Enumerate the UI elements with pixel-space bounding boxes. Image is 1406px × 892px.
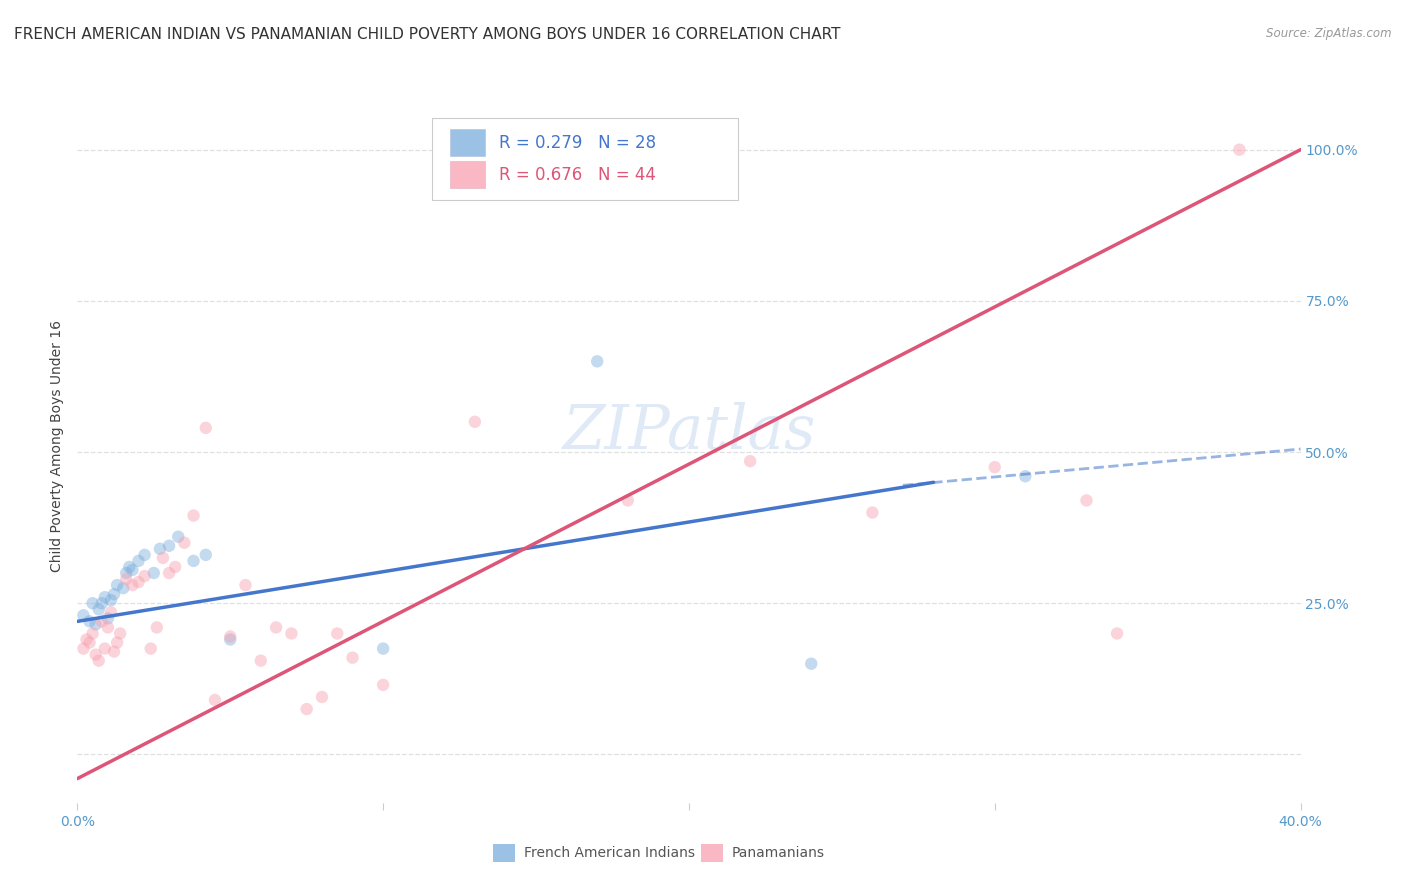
FancyBboxPatch shape [702, 844, 723, 862]
Text: Source: ZipAtlas.com: Source: ZipAtlas.com [1267, 27, 1392, 40]
FancyBboxPatch shape [494, 844, 515, 862]
Point [128, 554, 150, 568]
Point [280, 626, 302, 640]
Point [72, 641, 94, 656]
Point [76, 632, 98, 647]
Point [1107, 626, 1129, 640]
Point [295, 702, 318, 716]
Point [128, 575, 150, 590]
Point [97, 620, 120, 634]
Point [740, 454, 762, 468]
Point [194, 421, 217, 435]
Point [157, 539, 180, 553]
Point [586, 354, 609, 368]
Point [617, 493, 640, 508]
Point [862, 506, 884, 520]
Point [157, 566, 180, 580]
Point [72, 608, 94, 623]
Point [97, 611, 120, 625]
Point [134, 548, 156, 562]
Text: ZIPatlas: ZIPatlas [562, 401, 815, 462]
Point [149, 541, 172, 556]
Point [82, 626, 104, 640]
Y-axis label: Child Poverty Among Boys Under 16: Child Poverty Among Boys Under 16 [51, 320, 65, 572]
Point [264, 620, 287, 634]
Point [139, 641, 162, 656]
Point [1229, 143, 1251, 157]
Point [984, 460, 1007, 475]
Point [204, 693, 226, 707]
Point [82, 596, 104, 610]
Point [90, 615, 112, 629]
Point [105, 578, 128, 592]
Point [167, 530, 190, 544]
Point [121, 563, 143, 577]
FancyBboxPatch shape [450, 161, 485, 188]
Point [115, 572, 138, 586]
Point [142, 566, 165, 580]
Point [100, 593, 122, 607]
Point [118, 560, 141, 574]
FancyBboxPatch shape [432, 118, 738, 200]
Point [173, 535, 195, 549]
Point [100, 605, 122, 619]
Point [219, 630, 242, 644]
Point [371, 678, 394, 692]
Point [326, 626, 349, 640]
Point [134, 569, 156, 583]
FancyBboxPatch shape [450, 129, 485, 156]
Point [250, 654, 273, 668]
Point [87, 654, 110, 668]
Point [235, 578, 257, 592]
Text: Panamanians: Panamanians [731, 846, 825, 860]
Point [371, 641, 394, 656]
Point [115, 566, 138, 580]
Point [105, 635, 128, 649]
Point [311, 690, 333, 704]
Point [800, 657, 823, 671]
Point [152, 550, 174, 565]
Point [79, 635, 101, 649]
Point [146, 620, 169, 634]
Point [84, 617, 107, 632]
Text: French American Indians: French American Indians [524, 846, 695, 860]
Point [194, 548, 217, 562]
Point [1076, 493, 1098, 508]
Text: R = 0.676   N = 44: R = 0.676 N = 44 [499, 166, 657, 184]
Point [219, 632, 242, 647]
Point [112, 581, 135, 595]
Point [183, 508, 205, 523]
Point [342, 650, 364, 665]
Point [121, 578, 143, 592]
Text: R = 0.279   N = 28: R = 0.279 N = 28 [499, 134, 657, 152]
Point [183, 554, 205, 568]
Point [103, 587, 125, 601]
Point [464, 415, 486, 429]
Point [165, 560, 187, 574]
Point [87, 602, 110, 616]
Point [94, 590, 117, 604]
Point [79, 615, 101, 629]
Point [84, 648, 107, 662]
Point [1014, 469, 1036, 483]
Point [90, 596, 112, 610]
Text: FRENCH AMERICAN INDIAN VS PANAMANIAN CHILD POVERTY AMONG BOYS UNDER 16 CORRELATI: FRENCH AMERICAN INDIAN VS PANAMANIAN CHI… [14, 27, 841, 42]
Point [103, 645, 125, 659]
Point [94, 641, 117, 656]
Point [108, 626, 131, 640]
